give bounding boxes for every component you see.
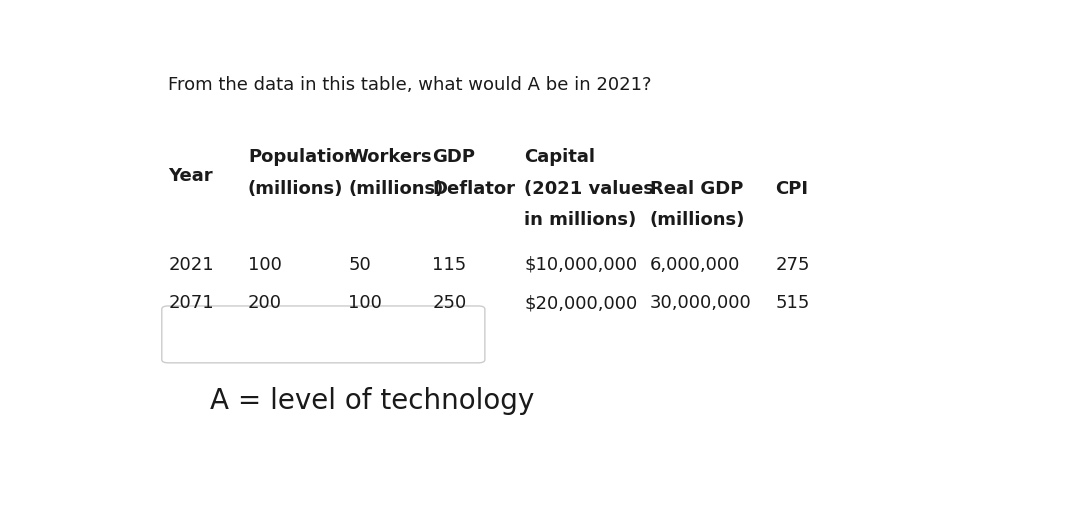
Text: 100: 100: [349, 294, 382, 312]
Text: 30,000,000: 30,000,000: [650, 294, 752, 312]
Text: A = level of technology: A = level of technology: [211, 386, 535, 415]
Text: Workers: Workers: [349, 148, 432, 166]
Text: (millions): (millions): [248, 179, 343, 197]
Text: Deflator: Deflator: [432, 179, 515, 197]
Text: (millions): (millions): [650, 210, 745, 228]
Text: 2021: 2021: [168, 255, 214, 273]
Text: 100: 100: [248, 255, 282, 273]
Text: Population: Population: [248, 148, 356, 166]
Text: 6,000,000: 6,000,000: [650, 255, 740, 273]
Text: $20,000,000: $20,000,000: [524, 294, 637, 312]
Text: in millions): in millions): [524, 210, 636, 228]
Text: 50: 50: [349, 255, 372, 273]
Text: $10,000,000: $10,000,000: [524, 255, 637, 273]
Text: Year: Year: [168, 166, 213, 184]
Text: Capital: Capital: [524, 148, 595, 166]
Text: GDP: GDP: [432, 148, 475, 166]
Text: (2021 values: (2021 values: [524, 179, 654, 197]
FancyBboxPatch shape: [162, 307, 485, 363]
Text: From the data in this table, what would A be in 2021?: From the data in this table, what would …: [168, 76, 652, 94]
Text: 200: 200: [248, 294, 282, 312]
Text: 115: 115: [432, 255, 467, 273]
Text: (millions): (millions): [349, 179, 444, 197]
Text: 250: 250: [432, 294, 467, 312]
Text: 2071: 2071: [168, 294, 214, 312]
Text: 275: 275: [775, 255, 810, 273]
Text: 515: 515: [775, 294, 810, 312]
Text: CPI: CPI: [775, 179, 808, 197]
Text: Real GDP: Real GDP: [650, 179, 743, 197]
